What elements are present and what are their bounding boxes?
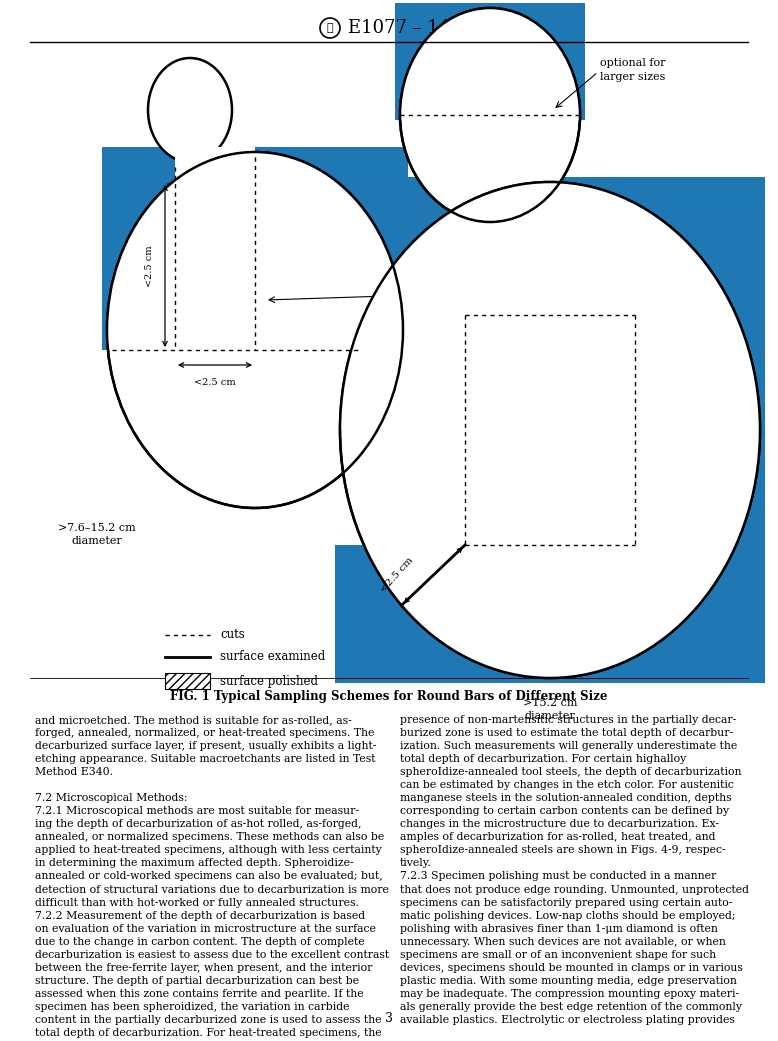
Ellipse shape [340, 182, 760, 678]
Text: ≤2.5 cm
diameter: ≤2.5 cm diameter [165, 180, 216, 203]
Text: <2.5 cm: <2.5 cm [194, 378, 236, 387]
Ellipse shape [148, 58, 232, 162]
Ellipse shape [340, 182, 760, 678]
Bar [335, 177, 765, 315]
Text: optional
depending
on diameter: optional depending on diameter [420, 277, 488, 313]
Bar [465, 315, 635, 545]
Text: 3: 3 [385, 1012, 393, 1025]
Text: <2.5 cm: <2.5 cm [145, 246, 155, 287]
Ellipse shape [400, 8, 580, 222]
Text: Ⓜ: Ⓜ [327, 23, 333, 33]
Bar [165, 672, 210, 689]
Text: E1077 – 14: E1077 – 14 [348, 19, 450, 37]
Text: <2.5 cm: <2.5 cm [379, 556, 415, 594]
Ellipse shape [340, 182, 760, 678]
Ellipse shape [107, 152, 403, 508]
Ellipse shape [400, 8, 580, 222]
Bar [102, 147, 408, 350]
Text: and microetched. The method is suitable for as-rolled, as-
forged, annealed, nor: and microetched. The method is suitable … [35, 715, 389, 1038]
Bar [335, 177, 465, 315]
Text: surface examined: surface examined [220, 651, 325, 663]
Text: presence of non-martensitic structures in the partially decar-
burized zone is u: presence of non-martensitic structures i… [400, 715, 749, 1025]
Bar [335, 545, 765, 683]
Text: FIG. 1 Typical Sampling Schemes for Round Bars of Different Size: FIG. 1 Typical Sampling Schemes for Roun… [170, 690, 608, 703]
Ellipse shape [340, 182, 760, 678]
Text: surface polished: surface polished [220, 675, 318, 687]
Ellipse shape [340, 182, 760, 678]
Text: optional for
larger sizes: optional for larger sizes [600, 58, 665, 81]
Bar [395, 3, 585, 120]
Ellipse shape [340, 182, 760, 678]
Ellipse shape [107, 152, 403, 508]
Bar [635, 177, 765, 683]
Text: >15.2 cm
diameter: >15.2 cm diameter [523, 699, 577, 721]
Bar [335, 315, 465, 430]
Text: >7.6–15.2 cm
diameter: >7.6–15.2 cm diameter [58, 523, 136, 547]
Text: cuts: cuts [220, 629, 245, 641]
Text: >2.5–7.6 cm
diameter: >2.5–7.6 cm diameter [425, 240, 496, 263]
Bar [175, 147, 255, 350]
